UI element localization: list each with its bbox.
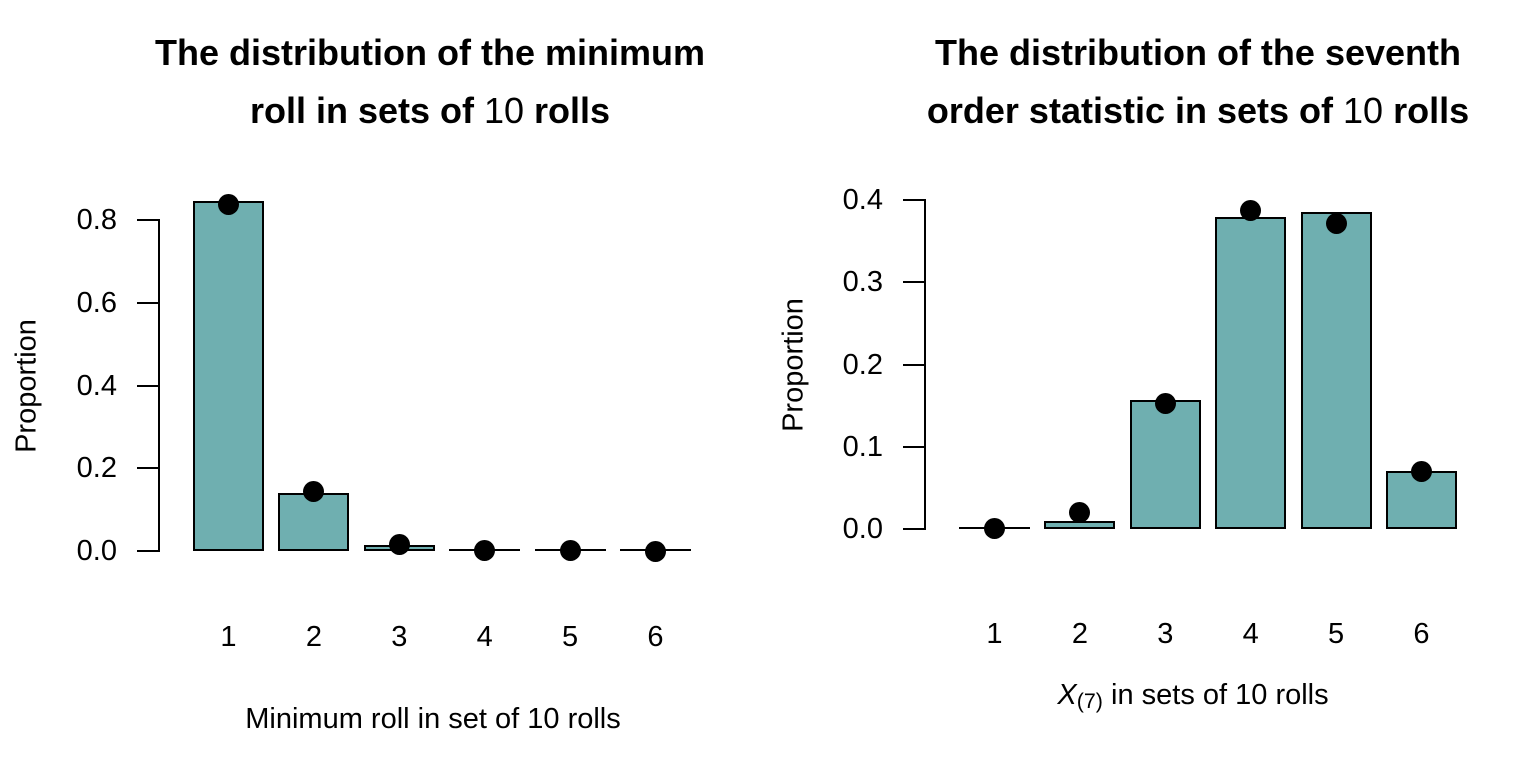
y-tick: [903, 199, 926, 201]
y-tick-label: 0.8: [76, 204, 117, 236]
x-axis-label-segment: (7): [1076, 688, 1103, 713]
y-tick: [137, 219, 160, 221]
theoretical-dot-category-6: [645, 540, 666, 562]
x-tick-label: 1: [220, 621, 237, 653]
y-tick-label: 0.4: [842, 184, 883, 216]
bar-category-2: [278, 493, 350, 551]
theoretical-dot-category-5: [1325, 213, 1347, 235]
theoretical-dot-category-1: [984, 518, 1005, 540]
x-tick-label: 6: [647, 621, 664, 653]
theoretical-dot-category-6: [1411, 461, 1432, 483]
theoretical-dot-category-3: [1154, 393, 1176, 415]
x-tick-label: 1: [986, 618, 1003, 650]
chart-title: The distribution of the seventh order sta…: [848, 24, 1536, 140]
chart-title-segment: roll in sets of: [249, 90, 484, 131]
x-tick-label: 3: [391, 621, 408, 653]
x-tick-label: 4: [1242, 618, 1259, 650]
bar-category-4: [1215, 217, 1287, 529]
theoretical-dot-category-5: [559, 540, 581, 562]
chart-title-segment: 10: [483, 90, 525, 131]
chart-title-segment: rolls: [524, 90, 611, 131]
chart-title: The distribution of the minimum roll in s…: [80, 24, 780, 140]
x-tick-label: 4: [476, 621, 493, 653]
y-tick: [137, 384, 160, 387]
y-tick-label: 0.6: [76, 286, 117, 319]
chart-panel-left: The distribution of the minimum roll in s…: [11, 32, 705, 735]
y-tick-label: 0.0: [842, 513, 883, 545]
chart-title-segment: 10: [1343, 90, 1384, 131]
theoretical-dot-category-3: [388, 533, 410, 555]
chart-title-segment: The distribution of the minimum: [155, 32, 705, 73]
chart-title-line: The distribution of the minimum: [80, 24, 780, 82]
theoretical-dot-category-2: [1069, 502, 1091, 524]
x-axis-label-segment: X: [1057, 679, 1077, 711]
theoretical-dot-category-4: [474, 540, 496, 562]
y-tick-label: 0.0: [76, 535, 117, 567]
bar-category-3: [1129, 399, 1201, 529]
theoretical-dot-category-1: [218, 193, 239, 215]
chart-title-segment: rolls: [1383, 90, 1470, 131]
x-tick-label: 5: [1328, 618, 1345, 650]
chart-title-line: The distribution of the seventh: [848, 24, 1536, 82]
chart-title-line: order statistic in sets of 10 rolls: [848, 82, 1536, 140]
y-tick-label: 0.3: [842, 266, 883, 299]
x-axis-label-segment: Minimum roll in set of 10 rolls: [245, 703, 621, 735]
y-tick: [903, 445, 926, 448]
y-tick-label: 0.2: [76, 452, 117, 485]
x-tick-label: 3: [1157, 618, 1174, 650]
chart-title-line: roll in sets of 10 rolls: [80, 82, 780, 140]
y-tick: [137, 550, 160, 552]
x-tick-label: 2: [305, 621, 322, 653]
bar-category-5: [1300, 212, 1372, 529]
chart-panel-right: The distribution of the seventh order sta…: [768, 0, 1536, 768]
x-tick-label: 6: [1413, 618, 1430, 650]
y-tick-label: 0.2: [842, 348, 883, 381]
y-tick: [137, 301, 160, 304]
x-tick-label: 5: [562, 621, 579, 653]
bar-category-1: [193, 200, 264, 551]
x-tick-label: 2: [1071, 618, 1088, 650]
y-tick: [137, 467, 160, 470]
chart-title-segment: The distribution of the seventh: [934, 32, 1461, 73]
theoretical-dot-category-2: [303, 480, 325, 502]
chart-title-segment: order statistic in sets of: [926, 90, 1344, 131]
y-tick-label: 0.1: [842, 430, 883, 463]
y-tick-label: 0.4: [76, 369, 117, 402]
x-axis-label: Minimum roll in set of 10 rolls: [245, 703, 621, 735]
x-axis-label: X(7) in sets of 10 rolls: [1057, 679, 1328, 713]
theoretical-dot-category-4: [1240, 199, 1262, 221]
y-tick: [903, 528, 926, 530]
y-tick: [903, 363, 926, 366]
y-tick: [903, 281, 926, 284]
x-axis-label-segment: in sets of 10 rolls: [1102, 679, 1329, 711]
